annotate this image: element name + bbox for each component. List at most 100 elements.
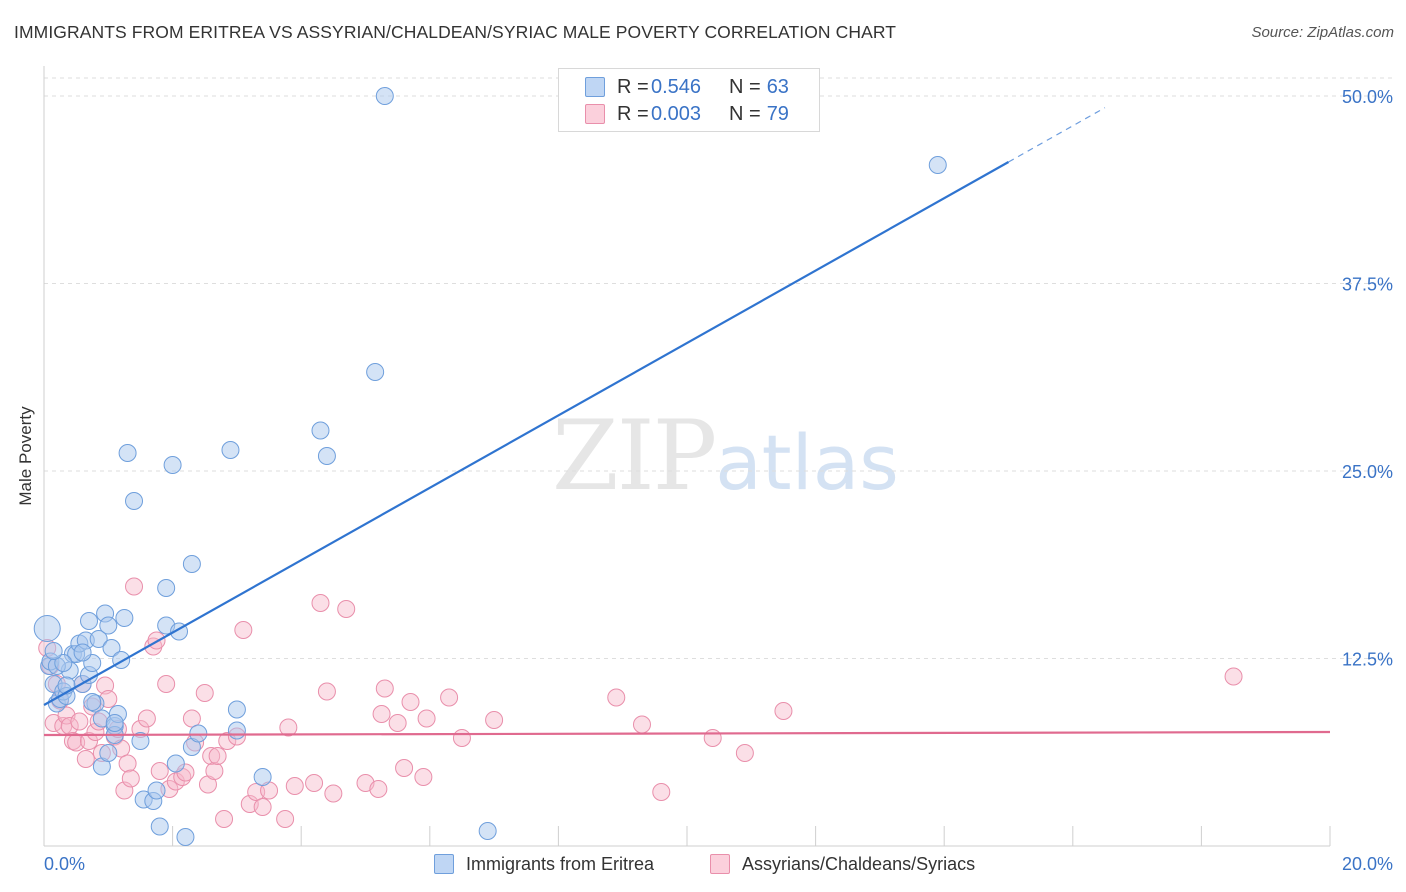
series-legend-eritrea: Immigrants from Eritrea (434, 852, 654, 876)
assyrian-point (1224, 667, 1243, 686)
x-tick-label: 20.0% (1342, 854, 1393, 874)
legend-r-value: 0.546 (651, 75, 702, 98)
assyrian-point (372, 705, 391, 723)
assyrian-point (76, 750, 95, 768)
assyrian-point (208, 747, 227, 765)
stats-legend: R = 0.546 N = 63 R = 0.003 N = 79 (558, 68, 820, 132)
legend-n-label: N = (729, 75, 761, 98)
eritrea-point (80, 612, 99, 630)
assyrian-point (150, 762, 169, 780)
eritrea-point (163, 456, 182, 474)
eritrea-point (478, 822, 497, 840)
eritrea-point (221, 441, 240, 459)
eritrea-point (89, 630, 108, 648)
y-tick-label: 50.0% (1342, 87, 1393, 107)
assyrian-point (285, 777, 304, 795)
eritrea-point (125, 492, 144, 510)
assyrian-point (276, 810, 295, 828)
assyrian-point (80, 732, 99, 750)
legend-row-assyrian: R = 0.003 N = 79 (585, 102, 789, 126)
eritrea-point (311, 421, 330, 440)
series-legend-label: Assyrians/Chaldeans/Syriacs (742, 853, 976, 874)
assyrian-point (195, 684, 214, 702)
eritrea-point (166, 754, 185, 773)
assyrian-point (417, 709, 436, 728)
assyrian-point (375, 679, 394, 698)
y-tick-label: 37.5% (1342, 275, 1393, 295)
assyrian-point (253, 798, 272, 816)
pink-swatch (710, 854, 730, 874)
assyrian-point (401, 693, 420, 711)
assyrian-point (440, 688, 459, 707)
eritrea-trend-line (43, 161, 1010, 706)
assyrian-point (337, 600, 356, 618)
assyrian-point (652, 783, 671, 801)
series-legend-assyrian: Assyrians/Chaldeans/Syriacs (710, 852, 975, 876)
legend-row-eritrea: R = 0.546 N = 63 (585, 75, 789, 99)
assyrian-point (96, 676, 115, 695)
watermark-zip: ZIP (552, 400, 717, 512)
x-tick-label: 0.0% (44, 854, 85, 874)
assyrian-point (607, 688, 626, 707)
watermark: ZIPatlas (552, 400, 899, 512)
y-tick-label: 25.0% (1342, 462, 1393, 482)
assyrian-point (735, 744, 754, 762)
assyrian-point (414, 768, 433, 786)
assyrian-point (157, 675, 176, 693)
eritrea-point (375, 87, 394, 105)
assyrian-point (369, 780, 388, 798)
assyrian-point (118, 754, 137, 773)
assyrian-point (182, 709, 201, 728)
assyrian-point (234, 621, 253, 639)
assyrian-point (452, 729, 471, 747)
assyrian-point (121, 769, 140, 788)
assyrian-point (202, 747, 221, 765)
legend-r-label: R = (617, 102, 649, 125)
eritrea-trend-extension (1008, 107, 1106, 163)
legend-n-label: N = (729, 102, 761, 125)
pink-swatch (585, 104, 605, 124)
assyrian-point (774, 702, 793, 720)
eritrea-point (33, 615, 61, 642)
assyrian-point (166, 772, 185, 791)
eritrea-point (928, 156, 947, 174)
eritrea-point (54, 654, 73, 672)
assyrian-trend-line (43, 730, 1331, 737)
chart-title: IMMIGRANTS FROM ERITREA VS ASSYRIAN/CHAL… (14, 22, 897, 42)
blue-swatch (434, 854, 454, 874)
assyrian-point (125, 577, 144, 596)
eritrea-point (73, 643, 92, 662)
eritrea-point (99, 616, 118, 635)
eritrea-point (118, 444, 137, 462)
eritrea-point (182, 555, 201, 573)
assyrian-point (317, 682, 336, 701)
blue-swatch (585, 77, 605, 97)
y-tick-label: 12.5% (1342, 650, 1393, 670)
assyrian-point (137, 709, 156, 728)
assyrian-point (485, 711, 504, 729)
legend-r-value: 0.003 (651, 102, 702, 125)
eritrea-point (99, 744, 118, 762)
assyrian-point (395, 759, 414, 777)
assyrian-point (279, 718, 298, 737)
eritrea-point (189, 724, 208, 743)
eritrea-point (253, 768, 272, 786)
assyrian-point (311, 594, 330, 612)
assyrian-point (215, 810, 234, 828)
eritrea-point (102, 639, 121, 657)
assyrian-point (305, 774, 324, 792)
legend-n-value: 79 (766, 102, 789, 125)
assyrian-point (70, 712, 89, 731)
eritrea-point (131, 732, 150, 750)
eritrea-point (176, 828, 195, 846)
eritrea-point (150, 817, 169, 836)
eritrea-point (105, 714, 124, 732)
eritrea-point (83, 693, 102, 711)
watermark-atlas: atlas (715, 418, 899, 507)
eritrea-point (227, 721, 246, 740)
eritrea-point (366, 363, 385, 381)
assyrian-point (703, 729, 722, 747)
eritrea-point (227, 700, 246, 719)
source-label: Source: ZipAtlas.com (1251, 24, 1394, 41)
